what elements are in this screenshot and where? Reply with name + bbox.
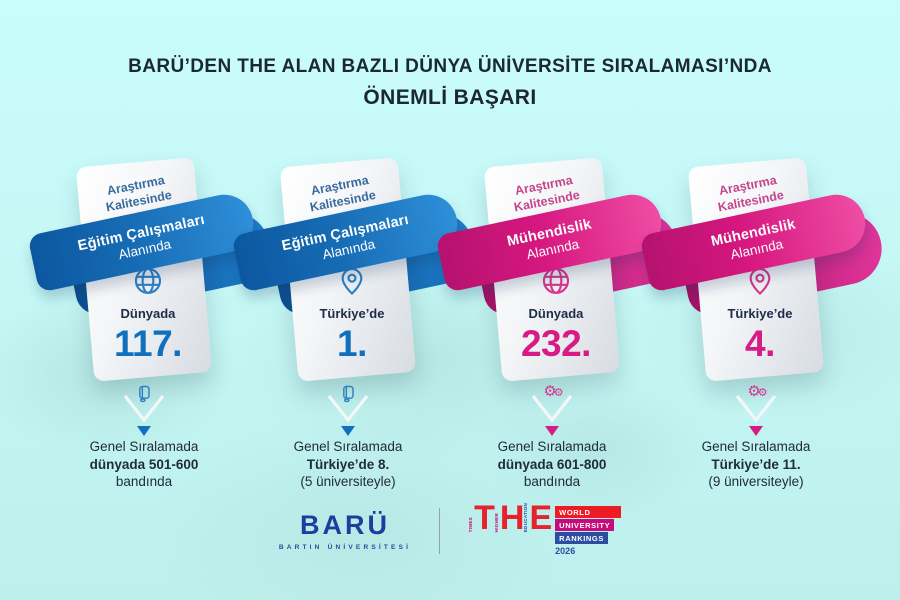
logo-divider: [439, 507, 441, 554]
down-pointer: [322, 384, 374, 442]
baru-logo-name: BARÜ: [299, 510, 390, 540]
the-logo-bars: WORLD UNIVERSITY RANKINGS 2026: [555, 505, 622, 556]
overall-ranking-note: Genel Sıralamada dünyada 601-800 bandınd…: [497, 439, 607, 490]
rank-value: 1.: [337, 322, 367, 364]
the-rankings-logo: TIMES T HIGHER H EDUCATION E WORLD UNIVERSI…: [468, 499, 622, 556]
card-body: Dünyada 232.: [497, 265, 615, 365]
title-line-2: ÖNEMLİ BAŞARI: [363, 86, 537, 109]
the-logo-letters: TIMES T HIGHER H EDUCATION E: [468, 499, 552, 537]
overall-ranking-note: Genel Sıralamada dünyada 501-600 bandınd…: [89, 439, 199, 490]
down-pointer: [118, 384, 170, 442]
overall-ranking-note: Genel Sıralamada Türkiye’de 8. (5 üniver…: [293, 439, 403, 490]
gears-icon: ⚙⚙: [747, 383, 767, 400]
chevron-down-icon: [735, 395, 777, 436]
card-engineering-world: Araştırma Kalitesinde Dünyada 232. Mühen…: [435, 150, 685, 490]
card-education-world: Araştırma Kalitesinde Dünyada 117. Eğiti…: [27, 150, 277, 490]
scope-label: Türkiye’de: [319, 305, 385, 321]
card-body: Dünyada 117.: [89, 265, 207, 365]
rank-value: 117.: [113, 322, 182, 364]
rank-value: 4.: [745, 322, 775, 364]
baru-logo-subtitle: BARTIN ÜNİVERSİTESİ: [278, 544, 412, 551]
education-icon: [337, 384, 359, 406]
page-title: BARÜ’DEN THE ALAN BAZLI DÜNYA ÜNİVERSİTE…: [0, 56, 900, 110]
chevron-down-icon: [531, 395, 573, 436]
title-line-1: BARÜ’DEN THE ALAN BAZLI DÜNYA ÜNİVERSİTE…: [128, 56, 772, 77]
card-education-turkey: Araştırma Kalitesinde Türkiye’de 1. Eğit…: [231, 150, 481, 490]
down-pointer: ⚙⚙: [730, 383, 782, 442]
scope-label: Dünyada: [528, 305, 584, 321]
the-logo-year: 2026: [555, 546, 576, 556]
card-engineering-turkey: Araştırma Kalitesinde Türkiye’de 4. Mühe…: [639, 150, 889, 490]
gears-icon: ⚙⚙: [543, 383, 563, 400]
rank-value: 232.: [520, 322, 591, 364]
scope-label: Türkiye’de: [727, 305, 793, 321]
chevron-down-icon: [123, 395, 165, 436]
chevron-down-icon: [327, 395, 369, 436]
card-body: Türkiye’de 1.: [293, 265, 411, 365]
baru-logo: BARÜ BARTIN ÜNİVERSİTESİ: [279, 510, 411, 551]
footer-logos: BARÜ BARTIN ÜNİVERSİTESİ TIMES T HIGHER H …: [0, 499, 900, 556]
down-pointer: ⚙⚙: [526, 383, 578, 442]
overall-ranking-note: Genel Sıralamada Türkiye’de 11. (9 ünive…: [701, 439, 811, 490]
education-icon: [133, 384, 155, 406]
ranking-cards: Araştırma Kalitesinde Dünyada 117. Eğiti…: [0, 150, 900, 490]
card-body: Türkiye’de 4.: [701, 265, 819, 365]
scope-label: Dünyada: [120, 305, 176, 321]
